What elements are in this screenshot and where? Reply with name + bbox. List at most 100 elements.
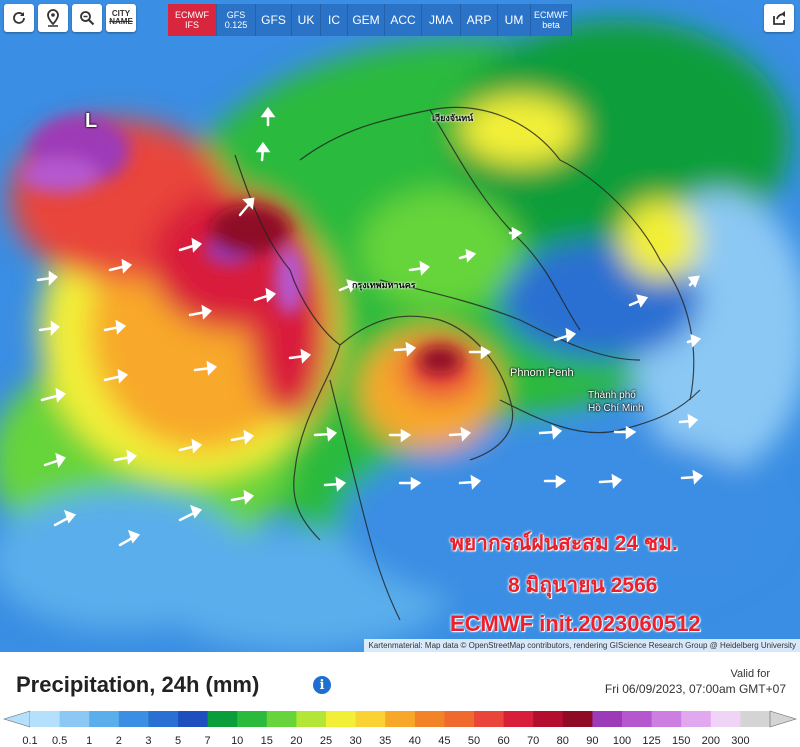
model-gfs[interactable]: GFS xyxy=(256,4,292,36)
scale-swatch xyxy=(681,711,712,727)
model-arp[interactable]: ARP xyxy=(461,4,498,36)
scale-swatch xyxy=(592,711,623,727)
model-label: GEM xyxy=(352,13,380,27)
scale-tick-label: 60 xyxy=(497,735,510,747)
model-uk[interactable]: UK xyxy=(292,4,321,36)
model-label: UM xyxy=(504,13,524,27)
color-scale-ticks: 0.1 0.5 1 2 3 5 7 10 15 20 25 30 35 40 45 50 60 70 80 90 100… xyxy=(0,735,800,747)
color-scale xyxy=(2,710,798,728)
model-sublabel: IFS xyxy=(184,20,199,30)
scale-swatch xyxy=(710,711,741,727)
refresh-button[interactable] xyxy=(4,4,34,32)
location-pin-icon xyxy=(47,9,59,27)
valid-time: Fri 06/09/2023, 07:00am GMT+07 xyxy=(604,682,786,696)
model-gem[interactable]: GEM xyxy=(348,4,385,36)
model-ecmwf-beta[interactable]: ECMWF beta xyxy=(531,4,572,36)
overlay-title-line3: ECMWF init.2023060512 xyxy=(450,611,701,636)
scale-swatch xyxy=(651,711,682,727)
precipitation-map[interactable]: L กรุงเทพมหานคร เวียงจันทน์ Phnom Penh T… xyxy=(0,0,800,652)
city-toggle-line2: NAME xyxy=(109,17,133,26)
share-icon xyxy=(773,11,786,25)
scale-swatch xyxy=(355,711,386,727)
model-selector: ECMWF IFS GFS 0.125 GFS UK IC GEM ACC JM… xyxy=(168,4,572,36)
map-canvas[interactable] xyxy=(0,0,800,652)
model-ic[interactable]: IC xyxy=(321,4,348,36)
scale-tick-label: 7 xyxy=(204,735,211,747)
scale-swatch xyxy=(503,711,534,727)
scale-tick-label: 3 xyxy=(145,735,152,747)
map-attribution: Kartenmaterial: Map data © OpenStreetMap… xyxy=(364,639,800,652)
share-button[interactable] xyxy=(764,4,794,32)
scale-swatch xyxy=(207,711,238,727)
scale-swatch xyxy=(89,711,120,727)
scale-swatch xyxy=(444,711,475,727)
scale-swatch xyxy=(30,711,61,727)
valid-for-label: Valid for xyxy=(730,668,770,680)
model-label: ECMWF xyxy=(175,10,209,20)
model-label: ACC xyxy=(390,13,416,27)
scale-swatch xyxy=(533,711,564,727)
scale-swatch xyxy=(622,711,653,727)
scale-swatch xyxy=(148,711,179,727)
zoom-button[interactable] xyxy=(72,4,102,32)
location-button[interactable] xyxy=(38,4,68,32)
model-sublabel: 0.125 xyxy=(224,20,248,30)
scale-swatch xyxy=(178,711,209,727)
scale-tick-label: 45 xyxy=(438,735,451,747)
scale-tick-label: 90 xyxy=(586,735,599,747)
scale-tick-label: 1 xyxy=(86,735,93,747)
model-jma[interactable]: JMA xyxy=(422,4,461,36)
scale-tick-label: 0.5 xyxy=(51,735,68,747)
info-icon[interactable]: i xyxy=(313,676,331,694)
model-label: JMA xyxy=(429,13,453,27)
scale-swatch xyxy=(59,711,90,727)
scale-arrow-high xyxy=(769,710,798,728)
scale-tick-label: 200 xyxy=(701,735,720,747)
model-label: UK xyxy=(297,13,315,27)
scale-tick-label: 150 xyxy=(672,735,691,747)
low-pressure-label: L xyxy=(85,110,98,132)
model-acc[interactable]: ACC xyxy=(385,4,422,36)
zoom-icon xyxy=(80,11,95,26)
model-label: ECMWF xyxy=(534,10,568,20)
scale-tick-label: 0.1 xyxy=(22,735,38,747)
scale-tick-label: 10 xyxy=(231,735,244,747)
overlay-title-line1: พยากรณ์ฝนสะสม 24 ชม. xyxy=(450,532,678,555)
scale-tick-label: 30 xyxy=(349,735,362,747)
city-label-vientiane: เวียงจันทน์ xyxy=(432,113,474,123)
scale-swatch xyxy=(474,711,505,727)
city-label-bangkok: กรุงเทพมหานคร xyxy=(352,280,416,290)
scale-tick-label: 20 xyxy=(290,735,303,747)
scale-swatch xyxy=(385,711,416,727)
scale-tick-label: 40 xyxy=(408,735,421,747)
city-toggle-line1: CITY xyxy=(111,9,131,18)
scale-swatch xyxy=(562,711,593,727)
scale-swatch xyxy=(740,711,771,727)
scale-tick-label: 50 xyxy=(467,735,481,747)
scale-swatch xyxy=(414,711,445,727)
model-label: IC xyxy=(328,13,340,27)
scale-swatch xyxy=(237,711,268,727)
city-label-hcmc-line1: Thành phố xyxy=(588,390,636,401)
scale-tick-label: 35 xyxy=(379,735,392,747)
model-label: GFS xyxy=(226,10,246,20)
scale-tick-label: 80 xyxy=(556,735,569,747)
legend-panel: Precipitation, 24h (mm) i Valid for Fri … xyxy=(0,652,800,747)
model-gfs-0125[interactable]: GFS 0.125 xyxy=(217,4,256,36)
model-um[interactable]: UM xyxy=(498,4,531,36)
city-label-phnom-penh: Phnom Penh xyxy=(510,367,574,379)
model-label: ARP xyxy=(466,13,492,27)
scale-tick-label: 2 xyxy=(115,735,122,747)
scale-tick-label: 15 xyxy=(260,735,273,747)
model-sublabel: beta xyxy=(542,20,560,30)
model-ecmwf-ifs[interactable]: ECMWF IFS xyxy=(168,4,217,36)
scale-swatch xyxy=(326,711,357,727)
scale-swatch xyxy=(296,711,327,727)
overlay-title-line2: 8 มิถุนายน 2566 xyxy=(508,574,658,597)
legend-title: Precipitation, 24h (mm) xyxy=(16,672,260,697)
scale-tick-label: 5 xyxy=(174,735,182,747)
city-names-toggle[interactable]: CITY NAME xyxy=(106,4,136,32)
scale-tick-label: 125 xyxy=(642,735,661,747)
refresh-icon xyxy=(13,12,25,24)
scale-tick-label: 300 xyxy=(731,735,750,747)
